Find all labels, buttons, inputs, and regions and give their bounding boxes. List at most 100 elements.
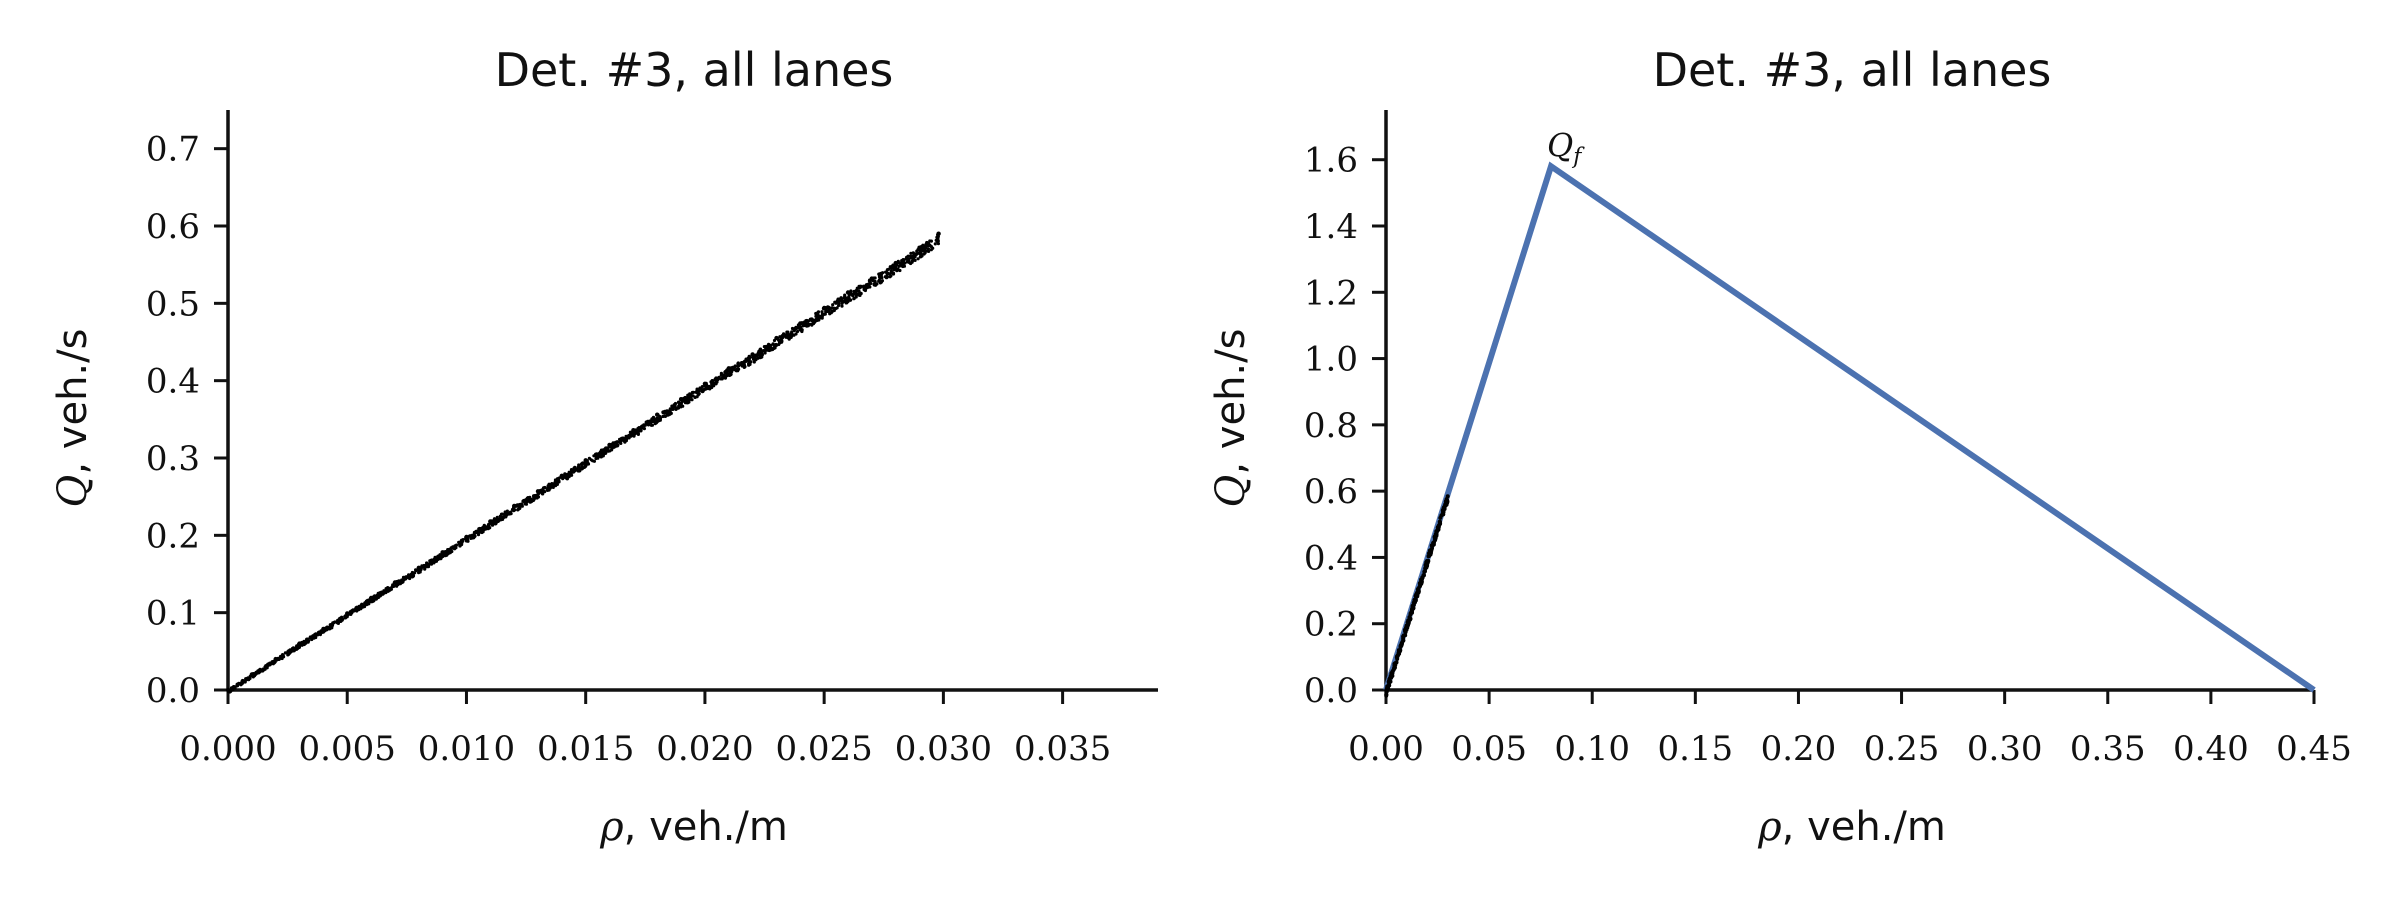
scatter-point: [238, 682, 242, 686]
scatter-point: [833, 300, 837, 304]
scatter-point: [926, 247, 931, 251]
scatter-point: [752, 360, 756, 364]
scatter-point: [690, 398, 694, 402]
scatter-point: [1430, 543, 1435, 548]
scatter-point: [663, 414, 668, 418]
scatter-point: [599, 450, 603, 454]
scatter-point: [767, 343, 771, 347]
scatter-point: [902, 258, 906, 262]
scatter-point: [1387, 683, 1392, 688]
scatter-point: [542, 486, 546, 490]
scatter-point: [614, 441, 618, 445]
scatter-point: [778, 335, 782, 339]
scatter-point: [828, 312, 832, 316]
scatter-point: [1387, 679, 1392, 684]
scatter-point: [859, 285, 863, 289]
chart-left-x-tick-label: 0.020: [656, 729, 753, 769]
scatter-point: [936, 238, 940, 242]
scatter-point: [747, 360, 751, 364]
scatter-point: [464, 534, 469, 540]
scatter-point: [543, 490, 547, 494]
scatter-point: [345, 611, 350, 616]
scatter-point: [712, 384, 716, 388]
chart-right-x-tick-label: 0.15: [1657, 729, 1733, 769]
scatter-point: [440, 550, 445, 555]
chart-right-y-tick-label: 1.0: [1304, 340, 1358, 380]
scatter-point: [401, 578, 405, 582]
scatter-point: [763, 351, 767, 355]
scatter-point: [644, 420, 648, 424]
scatter-point: [868, 285, 872, 289]
scatter-point: [240, 682, 244, 686]
scatter-point: [603, 451, 607, 456]
scatter-point: [1442, 507, 1447, 511]
chart-right-title: Det. #3, all lanes: [1653, 43, 2052, 97]
scatter-point: [518, 506, 522, 510]
scatter-point: [273, 656, 278, 662]
scatter-point: [350, 611, 354, 615]
scatter-point: [648, 419, 652, 423]
scatter-point: [683, 398, 687, 402]
chart-right-x-tick-label: 0.45: [2276, 729, 2352, 769]
scatter-point: [865, 284, 869, 288]
chart-left: Det. #3, all lanes 0.000 0.005 0.010 0.015 0…: [50, 43, 1158, 850]
scatter-point: [710, 381, 714, 385]
scatter-point: [790, 334, 794, 338]
scatter-point: [780, 339, 784, 343]
scatter-point: [758, 347, 763, 351]
scatter-point: [424, 563, 428, 568]
chart-left-y-tick-label: 0.4: [146, 362, 200, 402]
scatter-point: [434, 559, 439, 563]
scatter-point: [359, 606, 363, 611]
scatter-point: [895, 268, 899, 273]
scatter-point: [835, 306, 839, 310]
scatter-point: [868, 279, 872, 283]
scatter-point: [653, 422, 657, 426]
scatter-point: [522, 499, 526, 503]
scatter-point: [599, 455, 603, 459]
scatter-point: [892, 266, 896, 270]
scatter-point: [631, 428, 636, 433]
scatter-point: [810, 323, 814, 327]
scatter-point: [816, 310, 821, 314]
scatter-point: [732, 368, 737, 372]
scatter-point: [795, 329, 800, 334]
scatter-point: [933, 242, 937, 246]
scatter-point: [504, 513, 509, 517]
scatter-point: [733, 364, 737, 368]
scatter-point: [384, 590, 388, 595]
scatter-point: [891, 263, 895, 267]
scatter-point: [523, 502, 527, 506]
scatter-point: [1433, 538, 1438, 543]
annotation-qf: Qf: [1547, 126, 1585, 169]
scatter-point: [533, 494, 537, 498]
scatter-point: [408, 576, 412, 581]
scatter-point: [814, 317, 819, 321]
scatter-point: [505, 509, 509, 513]
scatter-point: [551, 485, 555, 489]
scatter-point: [655, 419, 660, 423]
scatter-point: [912, 254, 916, 258]
chart-left-x-tick-label: 0.030: [895, 729, 992, 769]
chart-right: Det. #3, all lanes 0.00 0.05 0.10 0.15 0.20 0…: [1208, 43, 2352, 850]
scatter-point: [374, 596, 378, 600]
scatter-point: [899, 263, 904, 267]
scatter-point: [880, 276, 884, 280]
scatter-point: [547, 488, 551, 492]
scatter-point: [625, 435, 630, 439]
chart-right-x-tick-label: 0.30: [1967, 729, 2043, 769]
scatter-point: [873, 280, 877, 284]
chart-right-y-tick-label: 1.4: [1304, 207, 1358, 247]
scatter-point: [280, 656, 284, 661]
scatter-point: [416, 565, 421, 570]
scatter-point: [673, 403, 677, 407]
scatter-point: [907, 258, 911, 263]
scatter-point: [1444, 497, 1449, 502]
scatter-point: [714, 380, 719, 384]
chart-left-x-tick-label: 0.010: [418, 729, 515, 769]
scatter-point: [594, 452, 598, 456]
scatter-point: [726, 366, 731, 371]
scatter-point: [822, 305, 827, 311]
scatter-point: [917, 245, 922, 250]
